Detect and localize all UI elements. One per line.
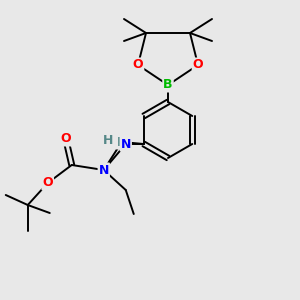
Text: H: H bbox=[117, 136, 127, 148]
Text: O: O bbox=[133, 58, 143, 71]
Text: O: O bbox=[60, 133, 71, 146]
Text: B: B bbox=[163, 79, 173, 92]
Text: N: N bbox=[99, 164, 109, 176]
Text: O: O bbox=[193, 58, 203, 71]
Text: O: O bbox=[42, 176, 53, 190]
Text: N: N bbox=[121, 137, 131, 151]
Text: H: H bbox=[103, 134, 113, 148]
